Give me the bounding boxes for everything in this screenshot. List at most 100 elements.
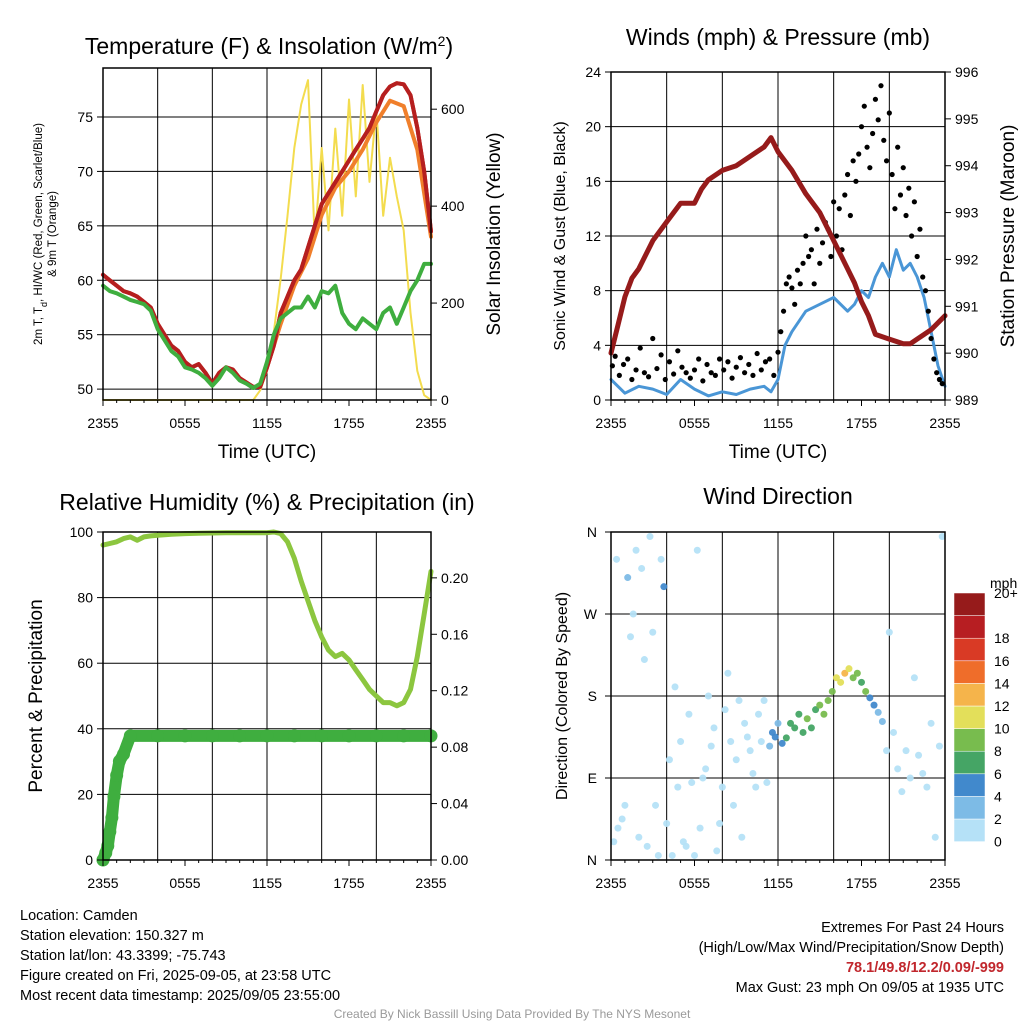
direction-point [702,765,710,773]
direction-point [874,708,882,716]
x-tick-label: 1755 [333,415,364,431]
gust-point [870,130,876,137]
gust-point [917,226,923,232]
y2-tick-label: 995 [955,111,979,127]
gust-point [867,165,873,171]
panel-1: 2355 0555 1155 1755 2355 50 55 60 65 70 75 0 200 400 6… [33,33,505,463]
direction-point [677,738,685,746]
y2-axis-label: Station Pressure (Maroon) [998,125,1019,348]
gust-point [783,281,789,287]
direction-point [774,719,782,727]
direction-point [894,765,902,773]
gust-point [671,371,677,377]
gust-point [856,151,862,157]
dewpoint-line [101,261,433,390]
y2-tick-label: 992 [955,251,979,267]
extremes-values: 78.1/49.8/12.2/0.09/-999 [845,960,1004,976]
direction-point [643,842,651,850]
gust-point [853,178,859,184]
legend-label: 0 [994,834,1002,850]
legend-label: 4 [994,788,1002,804]
direction-point [671,683,679,691]
gust-point [662,376,668,383]
pressure-line [608,135,948,356]
legend-swatch [953,773,986,797]
gust-point [864,144,870,150]
gust-point [819,240,826,246]
precip-point [233,729,247,743]
direction-point [906,774,914,782]
gust-point [928,335,934,342]
y2-tick-label: 400 [441,198,465,214]
direction-point [743,733,751,741]
legend-label: 20+ [994,585,1018,601]
gust-point [742,370,748,376]
x-tick-label: 1755 [333,875,364,891]
gust-point [683,370,689,376]
y2-tick-label: 990 [955,345,979,361]
direction-point [663,820,671,828]
direction-point [787,719,795,727]
precip-point [260,729,274,743]
y2-tick-label: 996 [955,64,979,80]
gust-point [875,117,881,123]
gust-point [696,356,702,362]
gust-point [737,355,744,361]
direction-point [638,564,646,572]
direction-point [614,824,622,832]
y-axis-label: Direction (Colored By Speed) [554,592,571,800]
direction-point [931,833,939,841]
direction-point [923,783,931,791]
x-tick-label: 2355 [415,875,446,891]
direction-point [832,674,840,682]
precip-point [342,729,356,743]
direction-point [816,701,824,709]
direction-point [824,697,832,705]
gust-point [750,372,756,378]
precip-point [105,811,119,825]
y-tick-label: 24 [585,64,601,80]
legend-swatch [953,705,986,729]
direction-point [732,756,740,764]
legend-label: 8 [994,743,1002,759]
direction-point [721,706,729,714]
rh-line [100,529,434,709]
gust-point [658,352,664,358]
y-tick-label: 40 [77,721,93,737]
y-tick-label: 80 [77,590,93,606]
direction-point [688,779,696,787]
y-tick-label: 100 [70,524,94,540]
legend-swatch [953,683,986,707]
gust-point [903,212,909,219]
direction-point [870,701,878,709]
direction-point [803,715,811,723]
gust-point [844,171,851,178]
chart-title: Temperature (F) & Insolation (W/m2) [85,33,453,59]
direction-point [693,546,701,554]
gust-point [780,308,787,314]
location-text: Location: Camden [20,908,138,924]
precip-point [117,747,130,761]
direction-point [919,769,927,777]
station-info: Location: Camden Station elevation: 150.… [20,906,340,1006]
legend-label: 10 [994,721,1010,737]
x-tick-label: 2355 [415,415,446,431]
x-tick-label: 2355 [595,415,626,431]
gust-point [925,308,931,314]
legend-label: 18 [994,630,1010,646]
y2-tick-label: 600 [441,101,465,117]
gust-point [775,349,781,355]
direction-point [935,742,943,750]
y2-tick-label: 200 [441,295,465,311]
gust-point [746,361,752,368]
gust-point [645,374,652,380]
gust-point [931,356,937,362]
gust-point [889,171,895,178]
direction-point [755,710,763,718]
direction-point [710,724,718,732]
gust-point [847,212,853,219]
direction-point [938,533,946,541]
gust-point [789,285,795,291]
direction-point [640,656,648,664]
gust-point [786,274,792,280]
